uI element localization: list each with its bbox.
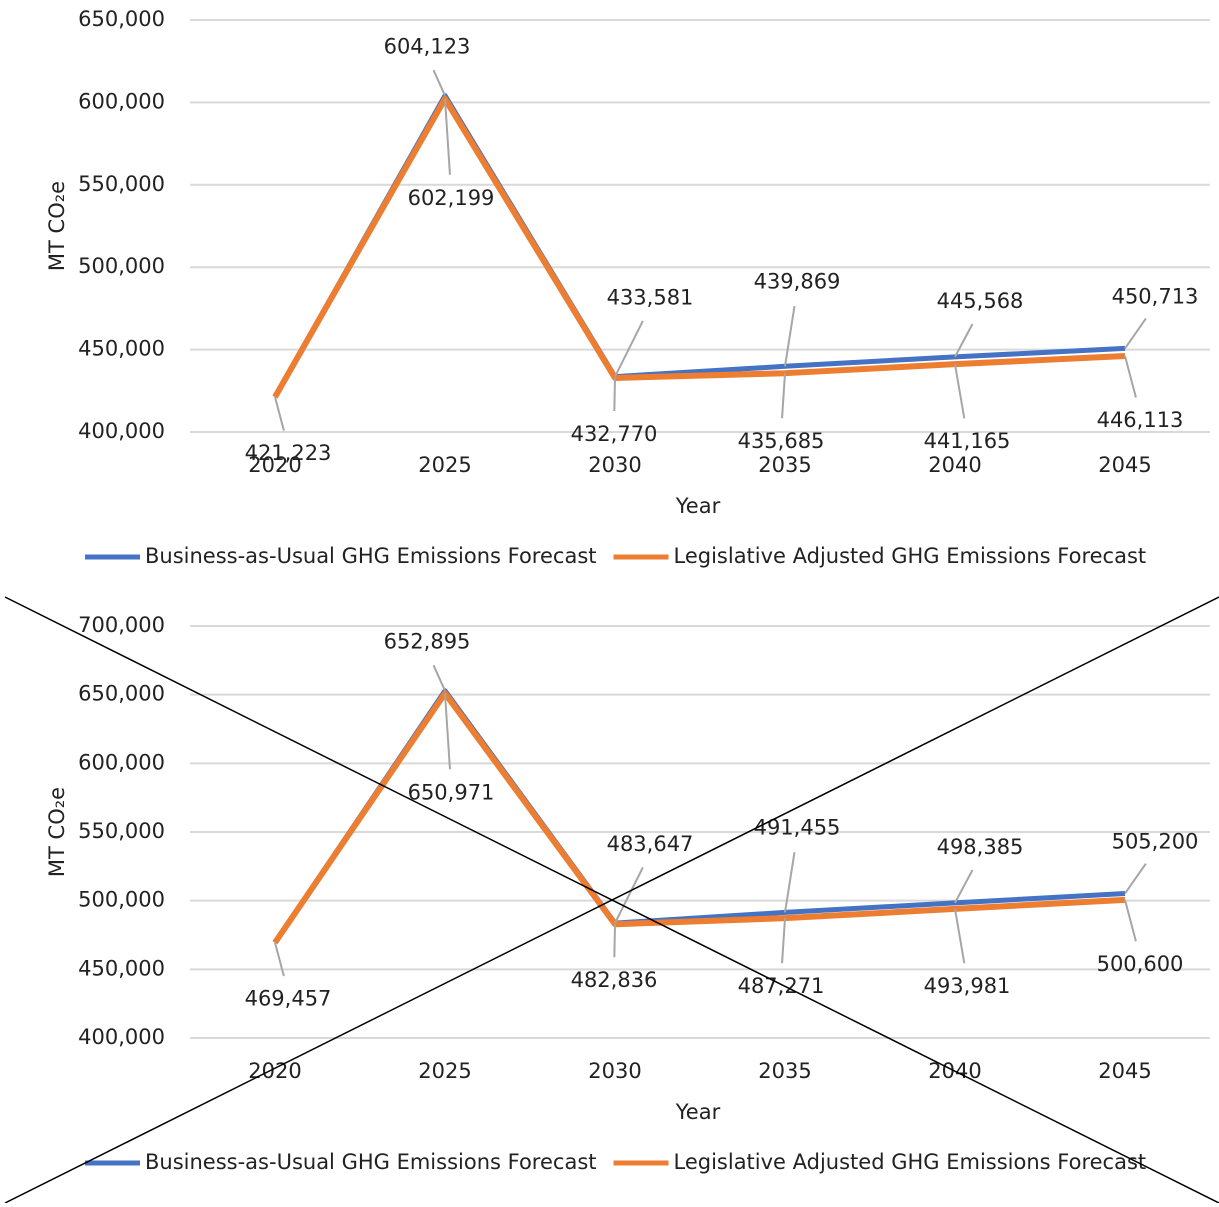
x-tick-label: 2035 <box>758 453 811 477</box>
y-axis-title: MT CO₂e <box>45 181 69 271</box>
x-tick-label: 2025 <box>418 1059 471 1083</box>
leader-line <box>613 924 616 958</box>
data-label: 445,568 <box>937 289 1024 313</box>
leader-line <box>1124 355 1137 398</box>
y-axis-title: MT CO₂e <box>45 787 69 877</box>
data-label: 652,895 <box>384 630 471 654</box>
leader-line <box>954 869 974 904</box>
leader-line <box>781 373 786 419</box>
data-label: 439,869 <box>754 269 841 293</box>
data-label: 441,165 <box>924 429 1011 453</box>
leader-line <box>432 69 446 97</box>
data-label: 500,600 <box>1097 952 1184 976</box>
x-tick-label: 2040 <box>928 453 981 477</box>
leader-line <box>613 377 616 412</box>
leader-line <box>1124 899 1137 942</box>
leader-line <box>274 942 285 977</box>
charts: 400,000 450,000 500,000 550,000 600,000 650,0… <box>45 7 1210 1174</box>
leader-line <box>784 852 796 913</box>
data-label: 491,455 <box>754 815 841 839</box>
x-axis-title: Year <box>675 494 721 518</box>
x-tick-label: 2045 <box>1098 453 1151 477</box>
legend-label: Business-as-Usual GHG Emissions Forecast <box>145 1150 597 1174</box>
series-line <box>272 93 1126 399</box>
leader-line <box>954 363 966 419</box>
y-tick-label: 500,000 <box>78 888 165 912</box>
data-label: 432,770 <box>571 422 658 446</box>
data-label: 433,581 <box>607 286 694 310</box>
series-line <box>272 690 1126 945</box>
legend-label: Legislative Adjusted GHG Emissions Forec… <box>674 1150 1147 1174</box>
y-tick-label: 700,000 <box>78 613 165 637</box>
legend-label: Business-as-Usual GHG Emissions Forecast <box>145 544 597 568</box>
data-label: 498,385 <box>937 835 1024 859</box>
x-tick-label: 2025 <box>418 453 471 477</box>
data-label: 493,981 <box>924 974 1011 998</box>
leader-line <box>432 664 446 692</box>
data-label: 435,685 <box>738 429 825 453</box>
x-tick-label: 2045 <box>1098 1059 1151 1083</box>
data-label: 446,113 <box>1097 408 1184 432</box>
leader-line <box>954 908 966 964</box>
x-tick-label: 2030 <box>588 453 641 477</box>
series-line <box>272 95 1126 399</box>
y-tick-label: 600,000 <box>78 89 165 113</box>
data-label: 505,200 <box>1112 830 1199 854</box>
data-label: 469,457 <box>245 987 332 1011</box>
leader-line <box>444 98 451 175</box>
data-label: 421,223 <box>245 441 332 465</box>
data-label: 450,713 <box>1112 284 1199 308</box>
leader-line <box>781 918 786 964</box>
leader-line <box>1124 863 1147 895</box>
leader-line <box>274 396 285 431</box>
y-tick-label: 600,000 <box>78 750 165 774</box>
leader-line <box>1124 317 1147 349</box>
data-label: 604,123 <box>384 35 471 59</box>
data-label: 483,647 <box>607 832 694 856</box>
x-tick-label: 2020 <box>248 1059 301 1083</box>
y-tick-label: 450,000 <box>78 337 165 361</box>
cross-line <box>4 596 1219 1204</box>
y-tick-label: 400,000 <box>78 1025 165 1049</box>
x-tick-label: 2035 <box>758 1059 811 1083</box>
data-label: 602,199 <box>408 186 495 210</box>
x-tick-label: 2030 <box>588 1059 641 1083</box>
data-label: 482,836 <box>571 968 658 992</box>
y-tick-label: 650,000 <box>78 7 165 31</box>
leader-line <box>444 693 451 770</box>
y-tick-label: 550,000 <box>78 819 165 843</box>
y-tick-label: 500,000 <box>78 254 165 278</box>
leader-line <box>614 866 644 924</box>
y-tick-label: 400,000 <box>78 419 165 443</box>
legend-label: Legislative Adjusted GHG Emissions Forec… <box>674 544 1147 568</box>
data-label: 650,971 <box>408 780 495 804</box>
y-tick-label: 650,000 <box>78 682 165 706</box>
leader-line <box>614 320 644 378</box>
x-axis-title: Year <box>675 1100 721 1124</box>
leader-line <box>954 323 974 358</box>
y-tick-label: 550,000 <box>78 172 165 196</box>
data-label: 487,271 <box>738 974 825 998</box>
y-tick-label: 450,000 <box>78 956 165 980</box>
leader-line <box>784 305 796 367</box>
x-tick-label: 2020 <box>248 453 301 477</box>
